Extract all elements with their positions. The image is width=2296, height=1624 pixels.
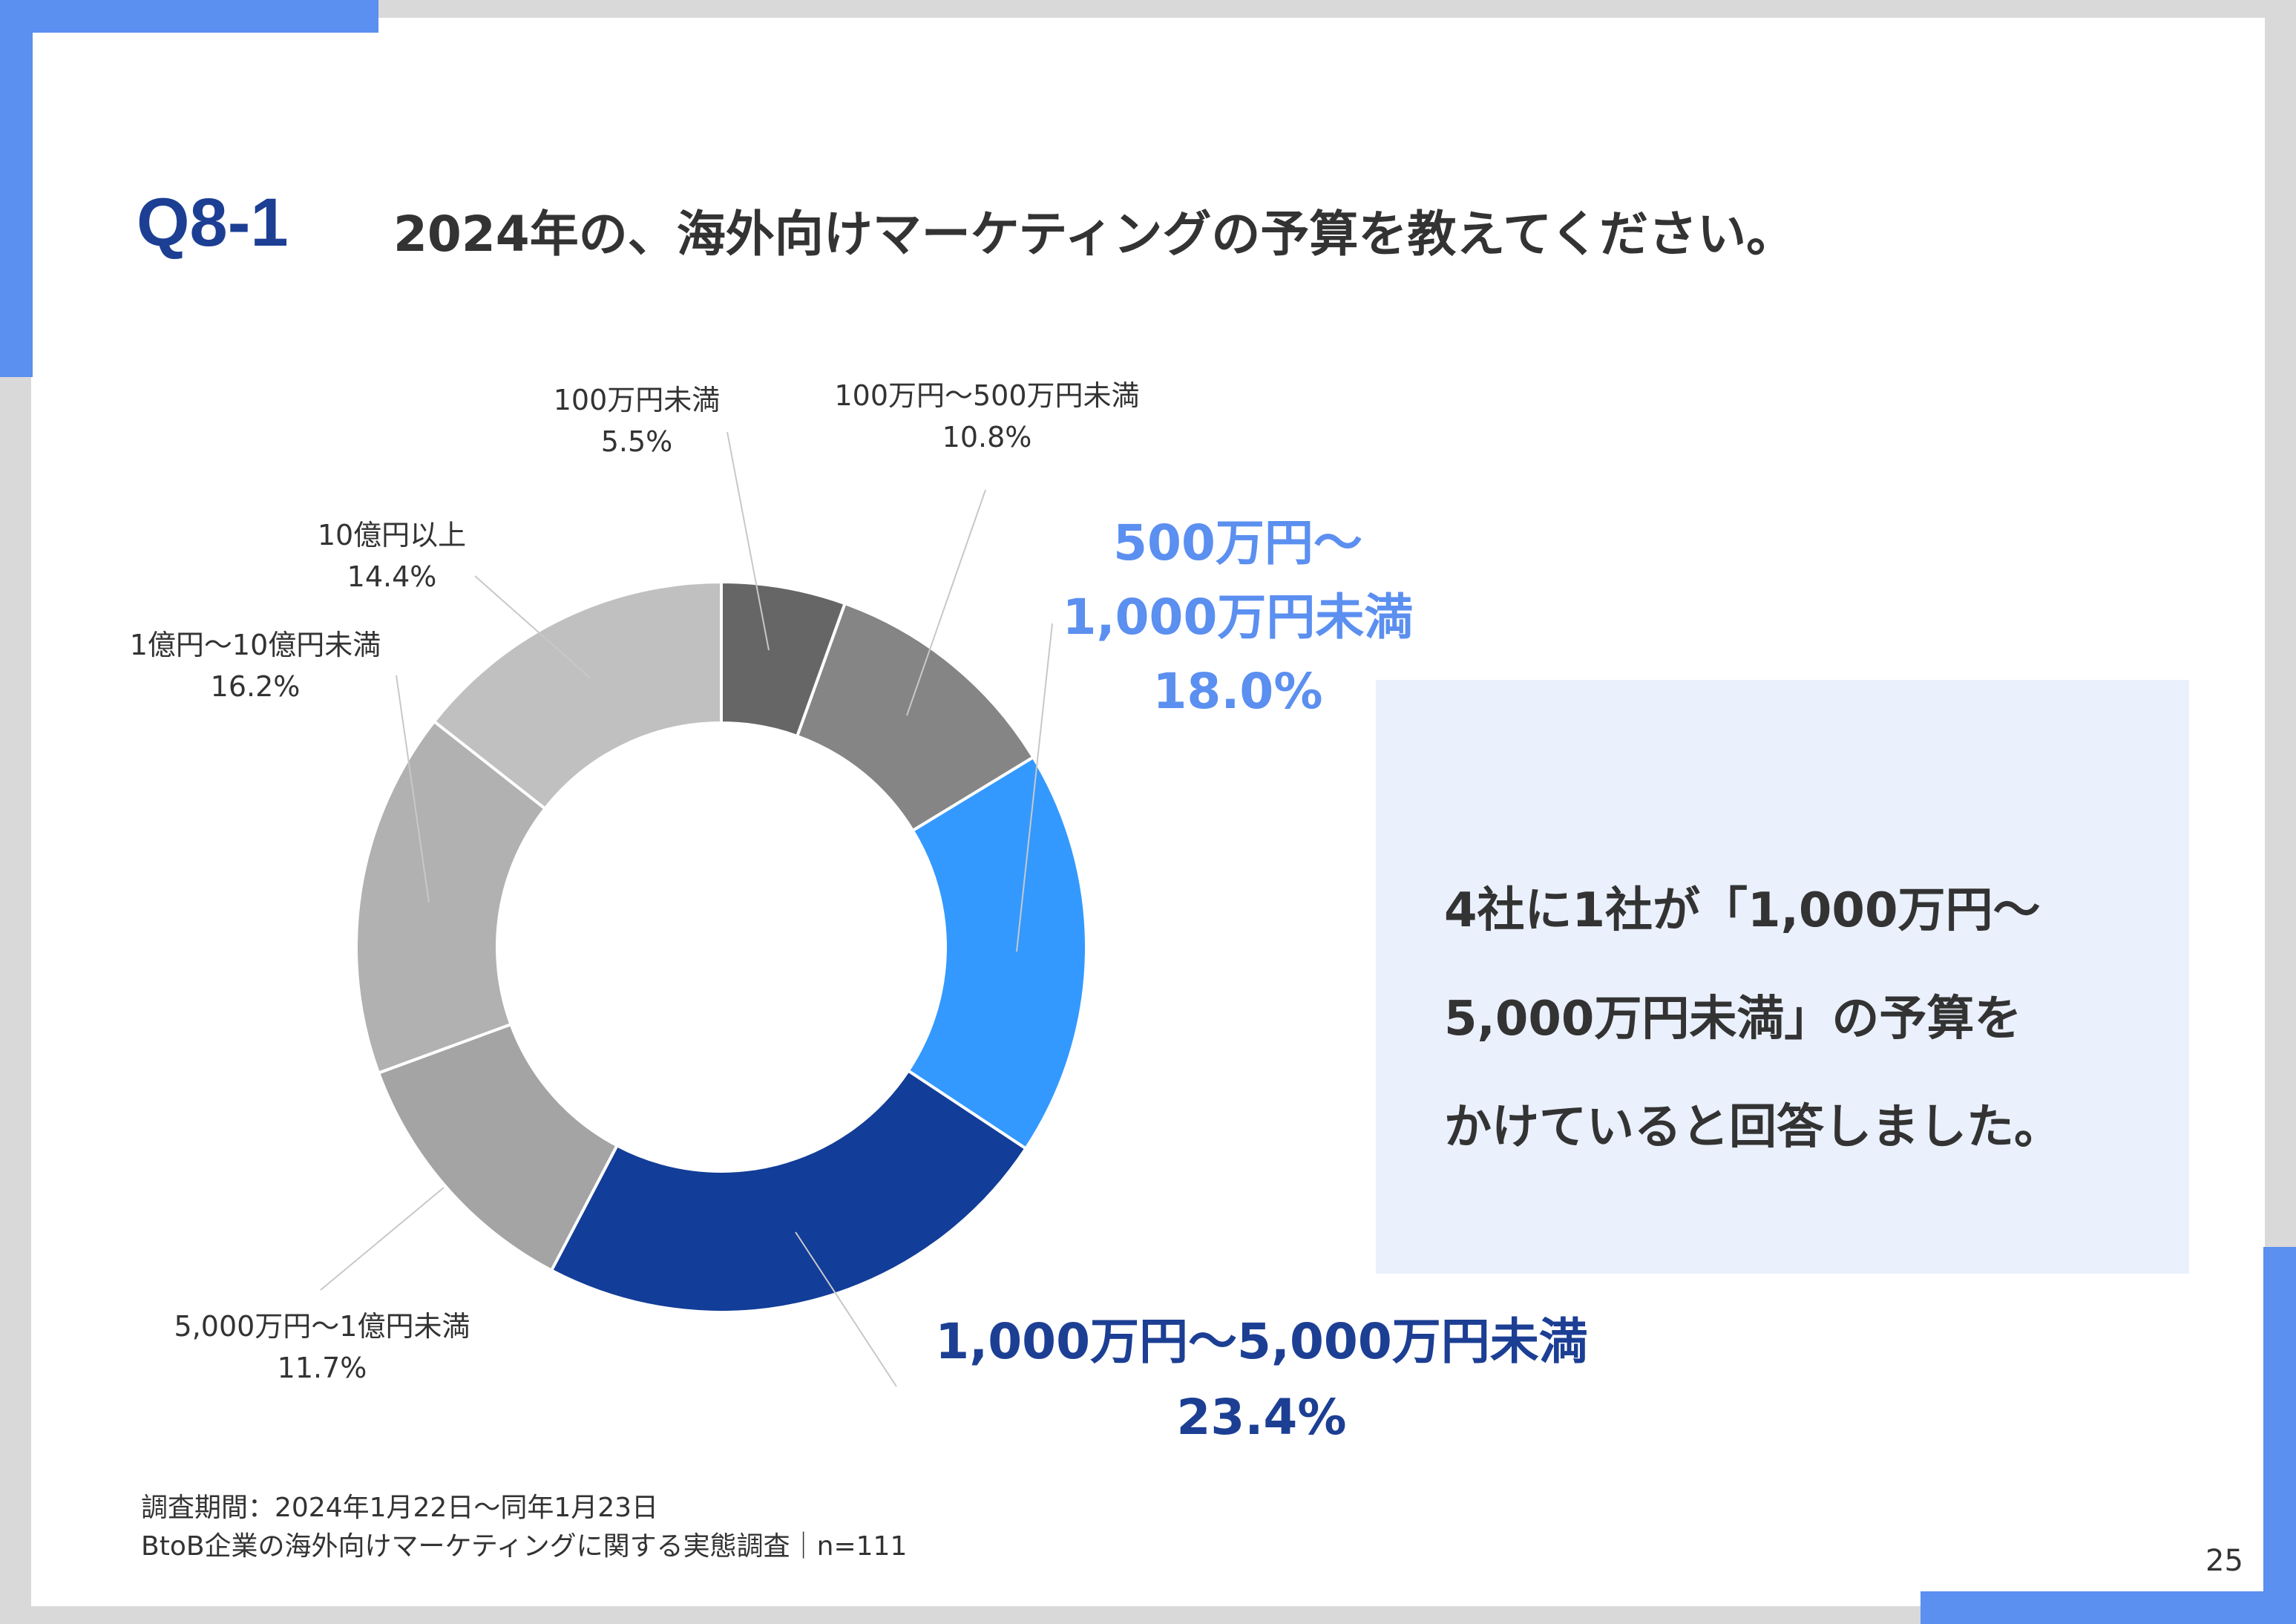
question-title: 2024年の、海外向けマーケティングの予算を教えてください。	[393, 206, 1796, 263]
leader-line-1	[726, 431, 770, 651]
frame-bottom	[0, 1606, 2296, 1624]
callout-line-1: 4社に1社が「1,000万円〜	[1444, 883, 2041, 938]
slice-value-label-4: 23.4%	[1177, 1389, 1347, 1446]
slice-value-label-3: 18.0%	[1153, 663, 1323, 720]
callout-text: 4社に1社が「1,000万円〜 5,000万円未満」の予算を かけていると回答し…	[1444, 857, 2156, 1182]
slice-category-label-2: 100万円〜500万円未満	[834, 379, 1139, 412]
slice-value-label-6: 16.2%	[211, 670, 301, 703]
leader-line-7	[474, 575, 591, 679]
leader-line-5	[320, 1187, 445, 1291]
callout-line-3: かけていると回答しました。	[1444, 1100, 2062, 1155]
slice-value-label-1: 5.5%	[601, 425, 673, 458]
slice-value-label-7: 14.4%	[347, 560, 437, 593]
survey-period: 調査期間：2024年1月22日〜同年1月23日	[141, 1493, 659, 1523]
accent-corner-top-left-vertical	[0, 0, 33, 377]
slice-value-label-5: 11.7%	[278, 1352, 367, 1384]
question-number: Q8-1	[137, 185, 289, 261]
leader-line-4	[795, 1231, 897, 1387]
callout-box: 4社に1社が「1,000万円〜 5,000万円未満」の予算を かけていると回答し…	[1376, 680, 2189, 1274]
frame-top	[0, 0, 2296, 18]
donut-slice-6	[355, 719, 548, 1075]
accent-corner-bottom-right-vertical	[2263, 1247, 2296, 1624]
slice-category-label-7: 10億円以上	[318, 519, 466, 551]
accent-corner-top-left	[0, 0, 378, 33]
slice-category-label-6: 1億円〜10億円未満	[130, 629, 381, 661]
leader-line-3	[1016, 623, 1053, 952]
slice-category-label-1: 100万円未満	[554, 384, 721, 416]
donut-slice-4	[549, 1068, 1029, 1314]
page-number: 25	[2205, 1544, 2243, 1578]
slice-category-label-5: 5,000万円〜1億円未満	[174, 1310, 470, 1343]
survey-source: 調査期間：2024年1月22日〜同年1月23日 BtoB企業の海外向けマーケティ…	[141, 1489, 907, 1566]
slice-category-label-3: 1,000万円未満	[1063, 589, 1414, 646]
survey-name: BtoB企業の海外向けマーケティングに関する実態調査｜n=111	[141, 1531, 908, 1562]
donut-slice-3	[906, 755, 1088, 1151]
leader-line-6	[396, 675, 430, 903]
donut-slice-7	[432, 580, 723, 811]
leader-line-2	[906, 489, 986, 716]
slice-category-label-4: 1,000万円〜5,000万円未満	[935, 1313, 1588, 1370]
slice-category-label-3: 500万円〜	[1113, 514, 1362, 572]
callout-line-2: 5,000万円未満」の予算を	[1444, 992, 2022, 1047]
slice-value-label-2: 10.8%	[942, 421, 1032, 454]
accent-corner-bottom-right	[1921, 1591, 2296, 1624]
